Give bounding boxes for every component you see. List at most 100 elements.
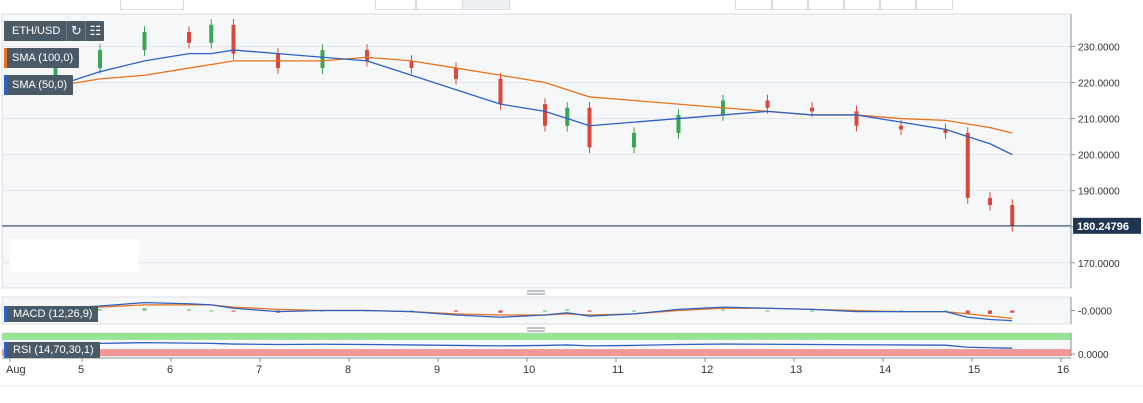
pane-resize-handle[interactable] [527,327,545,332]
rsi-legend[interactable]: RSI (14,70,30,1) [4,342,100,358]
refresh-icon[interactable]: ↻ [66,21,85,41]
rsi-overbought-band [2,333,1071,340]
x-tick-label: 6 [167,364,173,376]
x-tick-label: 12 [701,364,713,376]
candle-body [543,104,547,126]
candle-body [142,32,147,51]
legend-swatch [4,21,7,41]
candlestick-icon[interactable]: ☷ [85,21,104,41]
x-tick-label: Aug [6,364,26,376]
macd-histogram-bar [565,309,570,311]
x-tick-label: 10 [523,364,535,376]
candle-body [320,50,325,69]
x-tick-label: 16 [1057,364,1069,376]
macd-histogram-bar [98,309,102,311]
macd-histogram-bar [810,310,814,312]
candle-body [854,111,859,126]
macd-histogram-bar [765,310,770,312]
macd-histogram-bar [1010,310,1015,313]
toolbar-tab[interactable] [807,0,845,10]
x-tick-label: 5 [78,364,84,376]
candle-body [988,197,992,206]
macd-histogram-bar [965,310,970,314]
rsi-y-tick-label: 0.0000 [1078,350,1109,361]
y-tick-label: 190.0000 [1078,187,1120,198]
macd-label: MACD (12,26,9) [13,308,93,320]
rsi-label: RSI (14,70,30,1) [13,344,94,356]
x-tick-label: 13 [790,364,802,376]
main-pane: 170.0000180.0000190.0000200.0000210.0000… [1,13,1141,332]
toolbar-tab[interactable] [915,0,953,10]
price-tag-bg [1073,217,1141,234]
macd-pane: -0.0000 [1,296,1112,325]
toolbar-tab[interactable] [375,0,417,10]
candle-body [965,132,970,198]
symbol-legend[interactable]: ETH/USD ↻ ☷ [4,21,105,41]
toolbar-tab[interactable] [735,0,773,10]
rsi-oversold-band [2,349,1071,356]
macd-histogram-bar [187,309,191,311]
x-axis: Aug 5 6 7 8 9 10 11 12 13 14 15 16 [0,357,1143,387]
toolbar-tab[interactable] [771,0,809,10]
candle-body [899,125,903,130]
price-tag-label: 180.24796 [1077,221,1129,233]
candle-body [365,50,369,61]
macd-plot-area [1,296,1072,325]
rsi-line [55,342,1013,349]
candle-body [676,114,681,133]
blank-overlay-box [10,239,138,272]
candle-body [98,50,102,69]
rsi-pane: 0.0000 [1,332,1109,361]
x-tick-label: 7 [256,364,262,376]
candle-body [53,68,58,76]
x-tick-label: 11 [612,364,623,376]
candle-body [1010,205,1015,226]
toolbar-tab[interactable] [462,0,510,10]
y-tick-label: 220.0000 [1078,79,1120,90]
macd-histogram-bar [543,310,547,312]
sma100-swatch [4,48,7,68]
x-tick-label: 8 [345,364,351,376]
candle-body [587,107,592,148]
sma50-line [55,49,1013,156]
macd-histogram-bar [498,310,503,313]
y-tick-label: 230.0000 [1078,42,1120,53]
x-tick-label: 9 [434,364,440,376]
macd-line [55,301,1013,322]
macd-histogram-bar [231,310,236,312]
candle-body [565,107,570,126]
x-tick-label: 15 [968,364,980,376]
sma100-legend[interactable]: SMA (100,0) [4,48,80,68]
sma50-label: SMA (50,0) [12,79,68,91]
y-tick-label: 200.0000 [1078,151,1120,162]
sma100-label: SMA (100,0) [12,52,74,64]
macd-histogram-bar [454,310,458,312]
y-tick-label: 210.0000 [1078,115,1120,126]
candle-body [943,129,948,133]
macd-histogram-bar [988,310,992,314]
toolbar-tab[interactable] [120,0,184,10]
main-plot-area [1,13,1072,289]
macd-histogram-bar [632,310,636,312]
candle-body [187,32,191,43]
sma50-legend[interactable]: SMA (50,0) [4,75,74,95]
macd-histogram-bar [142,308,147,311]
candle-body [765,100,770,108]
toolbar-tab[interactable] [879,0,917,10]
y-tick-label: 170.0000 [1078,259,1120,270]
macd-histogram-bar [587,310,592,312]
x-tick-label: 14 [879,364,891,376]
macd-legend[interactable]: MACD (12,26,9) [4,306,99,322]
macd-histogram-bar [721,309,725,311]
macd-swatch [4,306,7,322]
candle-body [409,60,414,69]
candle-body [498,78,503,105]
sma100-line [55,56,1013,134]
macd-y-tick-label: -0.0000 [1078,307,1112,318]
candle-body [231,24,236,54]
top-toolbar [0,0,1143,10]
candle-body [810,107,814,112]
toolbar-tab[interactable] [843,0,881,10]
pane-resize-handle[interactable] [527,290,545,295]
